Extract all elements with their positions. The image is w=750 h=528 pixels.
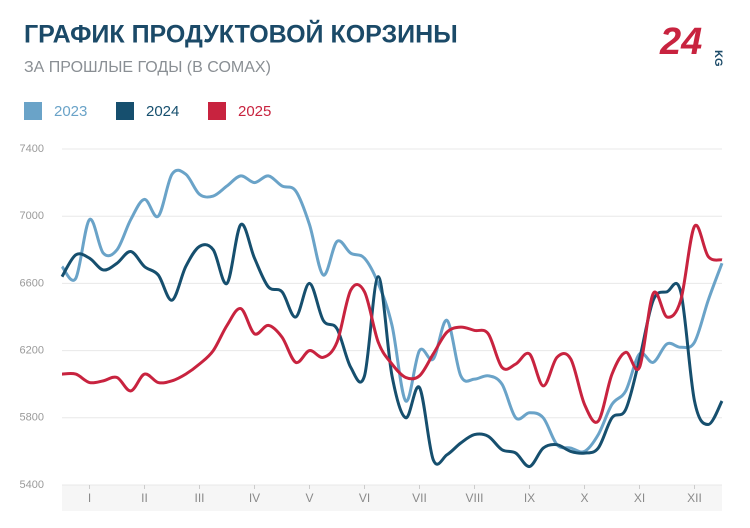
x-tick-label: X <box>580 491 588 505</box>
legend-label: 2023 <box>54 103 87 120</box>
y-tick-label: 7400 <box>20 143 44 155</box>
x-tick-label: II <box>141 491 148 505</box>
x-tick-label: XI <box>634 491 645 505</box>
logo: 24 <box>659 21 702 63</box>
logo-suffix: KG <box>712 50 724 67</box>
x-tick-label: IV <box>249 491 260 505</box>
x-tick-label: VII <box>412 491 427 505</box>
legend-label: 2025 <box>238 103 271 120</box>
legend-label: 2024 <box>146 103 179 120</box>
x-tick-label: XII <box>687 491 702 505</box>
y-tick-label: 5800 <box>20 412 44 424</box>
legend-swatch <box>24 102 42 120</box>
x-tick-label: I <box>88 491 91 505</box>
x-axis-band <box>62 485 722 511</box>
series-line <box>61 223 723 424</box>
y-tick-label: 5400 <box>20 479 44 491</box>
y-tick-label: 7000 <box>20 210 44 222</box>
chart-title: ГРАФИК ПРОДУКТОВОЙ КОРЗИНЫ <box>24 19 458 49</box>
series-line <box>60 168 724 454</box>
x-tick-label: IX <box>524 491 535 505</box>
series-line <box>60 222 724 469</box>
x-tick-label: VI <box>359 491 370 505</box>
chart-subtitle: ЗА ПРОШЛЫЕ ГОДЫ (В СОМАХ) <box>24 59 271 76</box>
legend-swatch <box>116 102 134 120</box>
y-tick-label: 6200 <box>20 345 44 357</box>
y-tick-label: 6600 <box>20 277 44 289</box>
x-tick-label: VIII <box>465 491 483 505</box>
x-tick-label: III <box>194 491 204 505</box>
x-tick-label: V <box>305 491 313 505</box>
legend-swatch <box>208 102 226 120</box>
